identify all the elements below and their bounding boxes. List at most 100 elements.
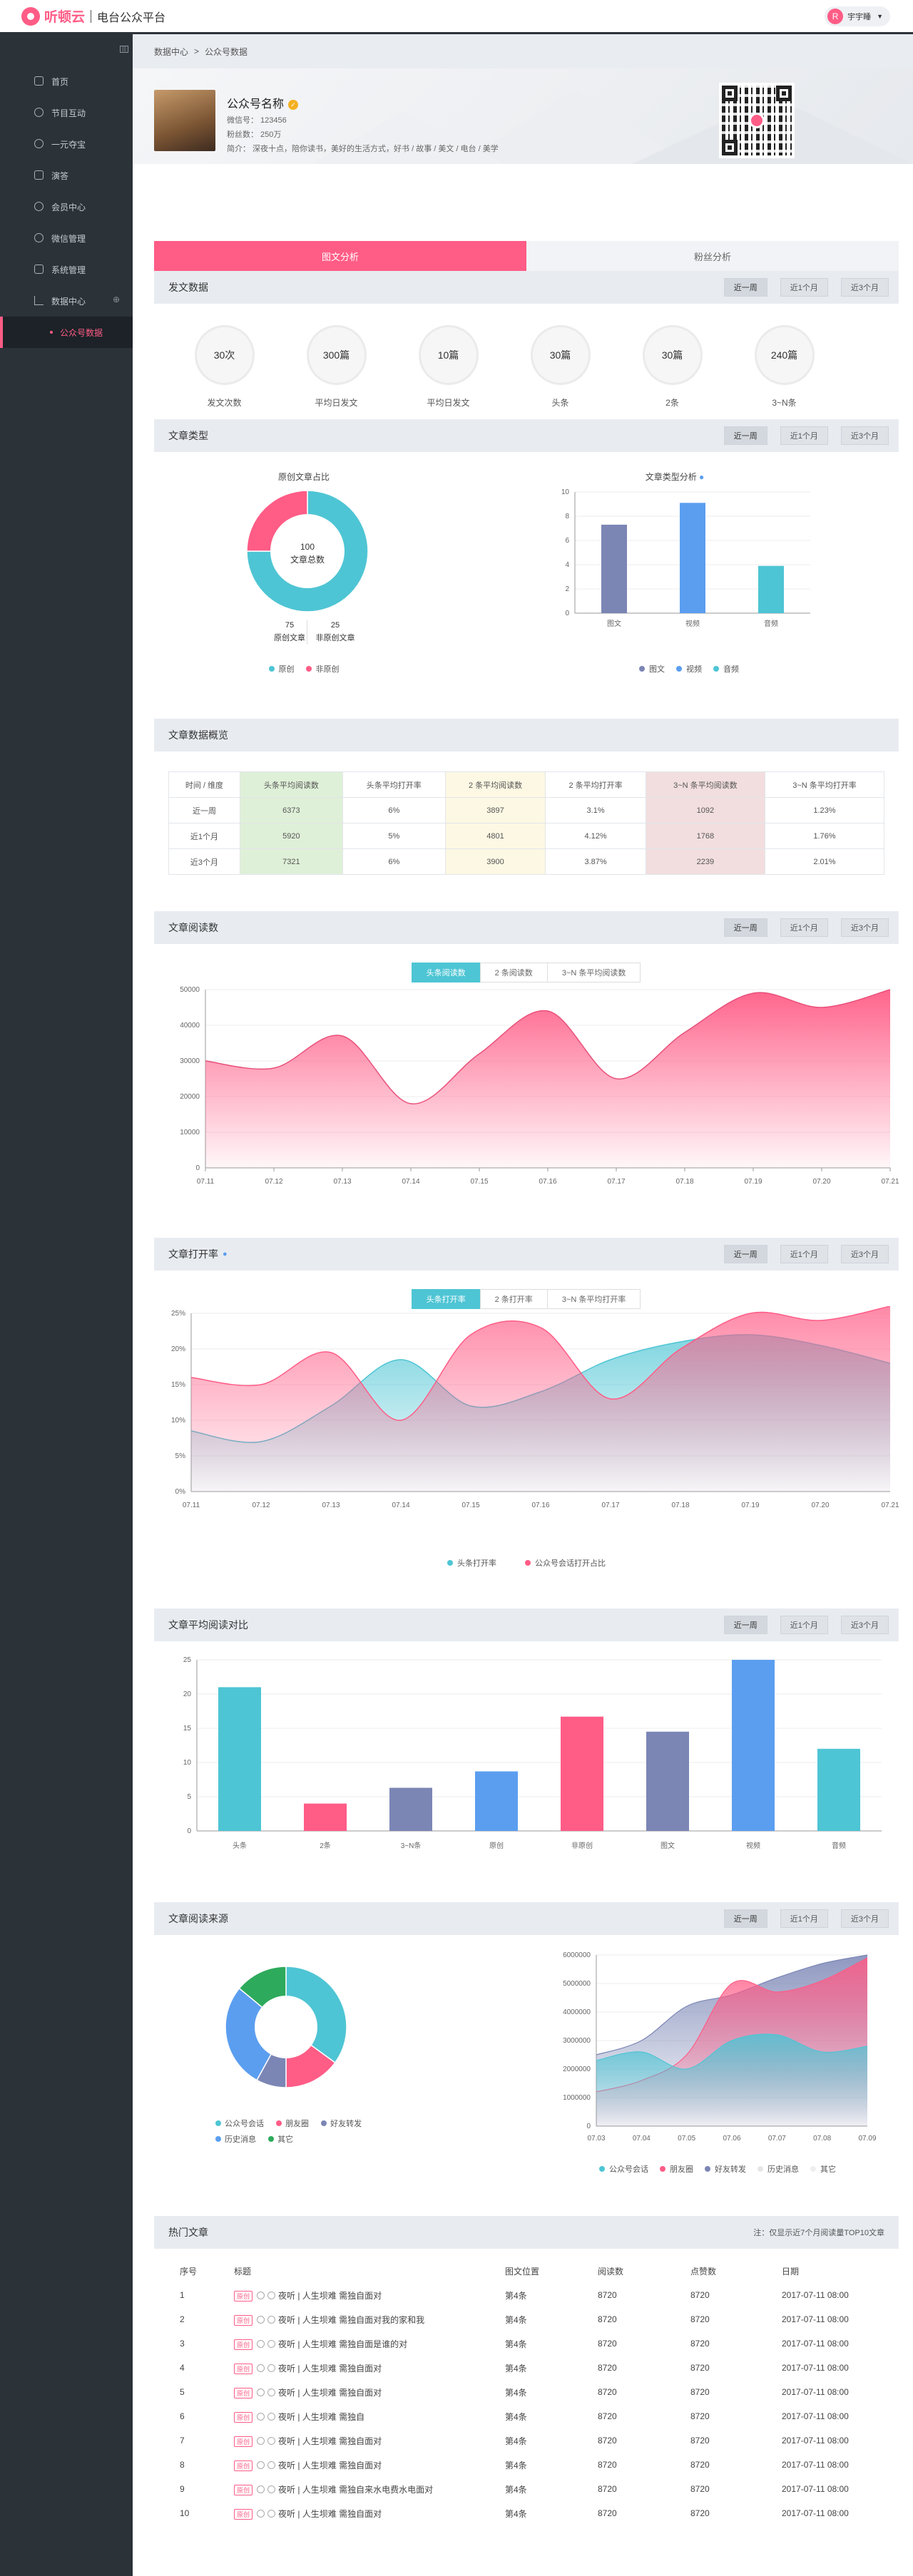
range-3month-button[interactable]: 近3个月 [840, 918, 889, 937]
table-cell: 第4条 [505, 2363, 527, 2374]
legend-dot [758, 2166, 763, 2172]
info-icon[interactable]: ● [223, 1250, 228, 1258]
legend-label: 朋友圈 [285, 2120, 310, 2128]
table-cell: 2017-07-11 08:00 [782, 2339, 849, 2349]
range-month-button[interactable]: 近1个月 [780, 278, 828, 297]
table-cell: 8720 [598, 2314, 617, 2324]
range-buttons: 近一周 近1个月 近3个月 [711, 426, 889, 445]
y-tick-label: 0 [586, 2123, 591, 2130]
table-row[interactable]: 1 原创 夜听 | 人生坝难 需独自面对 第4条 8720 8720 2017-07-11 … [180, 2283, 886, 2307]
range-3month-button[interactable]: 近3个月 [840, 278, 889, 297]
table-row[interactable]: 2 原创 夜听 | 人生坝难 需独自面对我的家和我 第4条 8720 8720 2017-0… [180, 2307, 886, 2331]
x-tick-label: 07.11 [183, 1502, 200, 1509]
range-month-button[interactable]: 近1个月 [780, 426, 828, 445]
x-tick-label: 07.05 [678, 2135, 695, 2143]
y-tick-label: 15% [171, 1381, 185, 1389]
seg-nth-reads[interactable]: 3~N 条平均阅读数 [546, 963, 641, 982]
range-month-button[interactable]: 近1个月 [780, 1245, 828, 1263]
sidebar-item-show[interactable]: 演答 [0, 160, 133, 191]
range-week-button[interactable]: 近一周 [723, 1245, 767, 1263]
range-month-button[interactable]: 近1个月 [780, 1909, 828, 1928]
table-row[interactable]: 4 原创 夜听 | 人生坝难 需独自面对 第4条 8720 8720 2017-07-11 … [180, 2356, 886, 2380]
sidebar-subitem-account-data[interactable]: 公众号数据 [0, 317, 133, 348]
table-row[interactable]: 10 原创 夜听 | 人生坝难 需独自面对 第4条 8720 8720 2017-07-11… [180, 2501, 886, 2525]
source-area-legend: 公众号会话 朋友圈 好友转发 历史消息 其它 [554, 2163, 882, 2175]
original-label: 原创文章 [274, 634, 305, 642]
range-month-button[interactable]: 近1个月 [780, 918, 828, 937]
range-week-button[interactable]: 近一周 [723, 1909, 767, 1928]
article-title[interactable]: 夜听 | 人生坝难 需独自 [278, 2411, 365, 2422]
range-week-button[interactable]: 近一周 [723, 278, 767, 297]
logo[interactable]: 听顿云 电台公众平台 [21, 6, 165, 26]
article-title[interactable]: 夜听 | 人生坝难 需独自面对 [278, 2363, 382, 2374]
donut-hole [255, 1996, 317, 2058]
article-title-cell: 原创 夜听 | 人生坝难 需独自面对 [234, 2428, 505, 2453]
logo-icon [21, 6, 40, 26]
wechat-icon [34, 233, 44, 242]
range-week-button[interactable]: 近一周 [723, 1616, 767, 1634]
x-tick-label: 音频 [832, 1841, 846, 1850]
info-icon[interactable]: ● [699, 472, 705, 482]
reads-section: 文章阅读数 近一周 近1个月 近3个月 头条阅读数 2 条阅读数 3~N 条平均阅读… [154, 911, 899, 1218]
article-title[interactable]: 夜听 | 人生坝难 需独自面是谁的对 [278, 2339, 408, 2349]
article-title[interactable]: 夜听 | 人生坝难 需独自面对我的家和我 [278, 2314, 425, 2325]
article-title[interactable]: 夜听 | 人生坝难 需独自面对 [278, 2460, 382, 2470]
sidebar-item-home[interactable]: 首页 [0, 66, 133, 97]
article-title[interactable]: 夜听 | 人生坝难 需独自面对 [278, 2508, 382, 2519]
range-3month-button[interactable]: 近3个月 [840, 426, 889, 445]
sidebar-item-wechat[interactable]: 微信管理 [0, 222, 133, 254]
user-menu[interactable]: R 宇宇睡 ▼ [825, 6, 890, 26]
article-title[interactable]: 夜听 | 人生坝难 需独自面对 [278, 2290, 382, 2301]
seg-nth-openrate[interactable]: 3~N 条平均打开率 [546, 1289, 641, 1309]
audio-icon [267, 2436, 276, 2445]
range-3month-button[interactable]: 近3个月 [840, 1245, 889, 1263]
table-cell: 5920 [239, 823, 343, 849]
sidebar-item-interact[interactable]: 节目互动 [0, 97, 133, 128]
table-row[interactable]: 5 原创 夜听 | 人生坝难 需独自面对 第4条 8720 8720 2017-07-11 … [180, 2380, 886, 2404]
article-title[interactable]: 夜听 | 人生坝难 需独自面对 [278, 2387, 382, 2398]
x-tick-label: 07.12 [265, 1178, 282, 1186]
table-row[interactable]: 9 原创 夜听 | 人生坝难 需独自来水电费水电面对 第4条 8720 8720 2017-… [180, 2477, 886, 2501]
tab-article-analysis[interactable]: 图文分析 [154, 241, 526, 271]
table-cell: 2017-07-11 08:00 [782, 2411, 849, 2421]
sidebar-item-member[interactable]: 会员中心 [0, 191, 133, 222]
tab-fans-analysis[interactable]: 粉丝分析 [526, 241, 899, 271]
stat-item: 30次 发文次数 [168, 325, 280, 409]
legend-label: 历史消息 [225, 2135, 256, 2144]
x-tick-label: 07.13 [333, 1178, 351, 1186]
article-title[interactable]: 夜听 | 人生坝难 需独自来水电费水电面对 [278, 2484, 434, 2495]
bar-title: 文章类型分析 ● [525, 471, 825, 483]
table-row[interactable]: 6 原创 夜听 | 人生坝难 需独自 第4条 8720 8720 2017-07-11 08… [180, 2404, 886, 2428]
seg-headline-openrate[interactable]: 头条打开率 [411, 1289, 481, 1309]
range-week-button[interactable]: 近一周 [723, 426, 767, 445]
table-cell: 3 [180, 2339, 185, 2349]
table-row: 近一周 6373 6% 3897 3.1% 1092 1.23% [168, 797, 885, 823]
column-header: 头条平均阅读数 [239, 771, 343, 798]
table-cell: 3897 [444, 797, 546, 823]
sidebar-item-settings[interactable]: 系统管理 [0, 254, 133, 285]
bar [817, 1748, 860, 1831]
legend-dot [215, 2120, 221, 2126]
range-month-button[interactable]: 近1个月 [780, 1616, 828, 1634]
sidebar-item-data[interactable]: 数据中心 ⊕ [0, 285, 133, 317]
main-content: 数据中心 > 公众号数据 公众号名称 ✓ 微信号： 123456 粉丝数： 250… [133, 34, 913, 2520]
breadcrumb-root[interactable]: 数据中心 [154, 46, 189, 57]
collapse-icon[interactable]: ||| [120, 46, 128, 53]
section-title: 文章平均阅读对比 [168, 1619, 248, 1631]
seg-headline-reads[interactable]: 头条阅读数 [411, 963, 481, 982]
article-title[interactable]: 夜听 | 人生坝难 需独自面对 [278, 2436, 382, 2446]
table-row[interactable]: 8 原创 夜听 | 人生坝难 需独自面对 第4条 8720 8720 2017-07-11 … [180, 2453, 886, 2477]
avgreads-bar-chart: 0 5 10 15 20 25 头条 2条 3~N条 原创 非原创 图文 视频 音频 [183, 1656, 882, 1850]
range-3month-button[interactable]: 近3个月 [840, 1909, 889, 1928]
legend-label: 非原创 [315, 665, 340, 674]
sidebar-item-treasure[interactable]: 一元夺宝 [0, 128, 133, 160]
article-title-cell: 原创 夜听 | 人生坝难 需独自面对 [234, 2380, 505, 2404]
range-3month-button[interactable]: 近3个月 [840, 1616, 889, 1634]
qr-pattern [722, 86, 792, 155]
table-row[interactable]: 3 原创 夜听 | 人生坝难 需独自面是谁的对 第4条 8720 8720 2017-07-… [180, 2331, 886, 2356]
article-title-cell: 原创 夜听 | 人生坝难 需独自面对 [234, 2501, 505, 2525]
seg-second-reads[interactable]: 2 条阅读数 [479, 963, 548, 982]
range-week-button[interactable]: 近一周 [723, 918, 767, 937]
x-tick-label: 07.15 [461, 1502, 479, 1509]
table-row[interactable]: 7 原创 夜听 | 人生坝难 需独自面对 第4条 8720 8720 2017-07-11 … [180, 2428, 886, 2453]
